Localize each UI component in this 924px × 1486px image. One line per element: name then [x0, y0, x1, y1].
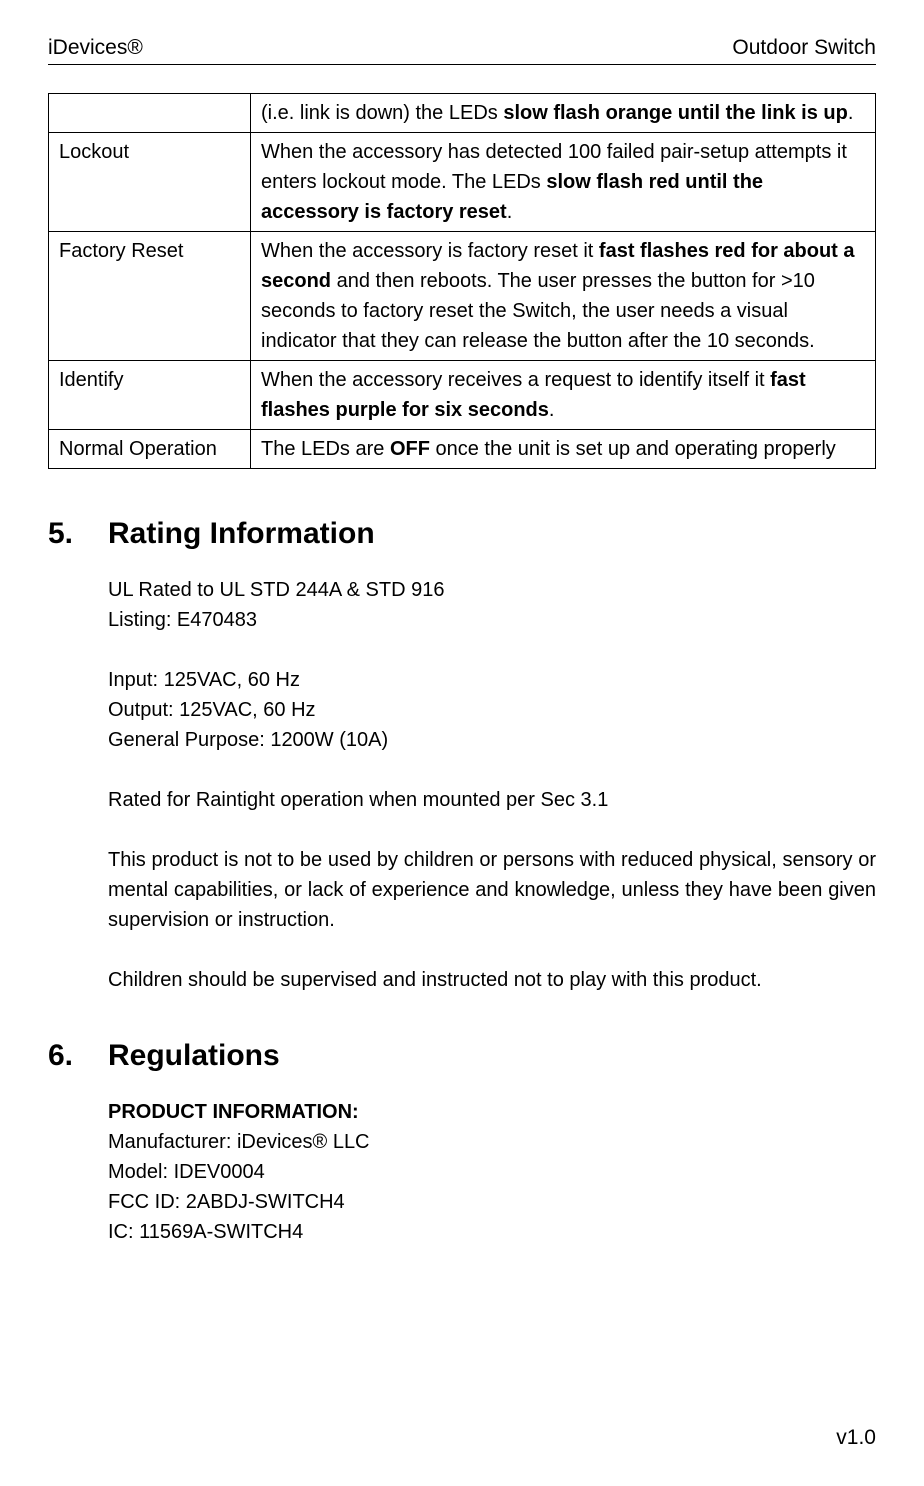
spec-line: Listing: E470483 [108, 605, 876, 635]
children-warning-paragraph: Children should be supervised and instru… [108, 965, 876, 995]
table-row-label: Lockout [49, 133, 251, 232]
led-behavior-table: (i.e. link is down) the LEDs slow flash … [48, 93, 876, 469]
product-info-subhead: PRODUCT INFORMATION: [108, 1097, 876, 1127]
electrical-specs-block: Input: 125VAC, 60 HzOutput: 125VAC, 60 H… [108, 665, 876, 755]
product-info-lines: Manufacturer: iDevices® LLCModel: IDEV00… [108, 1127, 876, 1247]
table-row: Factory ResetWhen the accessory is facto… [49, 232, 876, 361]
spec-line: Output: 125VAC, 60 Hz [108, 695, 876, 725]
section-6-number: 6. [48, 1039, 108, 1073]
section-regulations: 6. Regulations PRODUCT INFORMATION: Manu… [48, 1039, 876, 1247]
header-right: Outdoor Switch [732, 36, 876, 60]
raintight-line: Rated for Raintight operation when mount… [108, 785, 876, 815]
safety-warning-paragraph: This product is not to be used by childr… [108, 845, 876, 935]
product-info-line: Manufacturer: iDevices® LLC [108, 1127, 876, 1157]
section-rating-information: 5. Rating Information UL Rated to UL STD… [48, 517, 876, 995]
ul-rating-block: UL Rated to UL STD 244A & STD 916Listing… [108, 575, 876, 635]
section-5-title: 5. Rating Information [48, 517, 876, 551]
table-row: LockoutWhen the accessory has detected 1… [49, 133, 876, 232]
table-row-description: When the accessory has detected 100 fail… [251, 133, 876, 232]
table-row: Normal OperationThe LEDs are OFF once th… [49, 430, 876, 469]
product-info-line: Model: IDEV0004 [108, 1157, 876, 1187]
table-row-description: (i.e. link is down) the LEDs slow flash … [251, 94, 876, 133]
table-row: (i.e. link is down) the LEDs slow flash … [49, 94, 876, 133]
section-5-number: 5. [48, 517, 108, 551]
section-5-body: UL Rated to UL STD 244A & STD 916Listing… [48, 575, 876, 995]
page-footer-version: v1.0 [836, 1426, 876, 1450]
product-info-block: PRODUCT INFORMATION: Manufacturer: iDevi… [108, 1097, 876, 1247]
table-row-description: When the accessory is factory reset it f… [251, 232, 876, 361]
table-row-description: The LEDs are OFF once the unit is set up… [251, 430, 876, 469]
table-row-label: Factory Reset [49, 232, 251, 361]
header-left: iDevices® [48, 36, 143, 60]
spec-line: General Purpose: 1200W (10A) [108, 725, 876, 755]
page-header: iDevices® Outdoor Switch [48, 36, 876, 65]
spec-line: Input: 125VAC, 60 Hz [108, 665, 876, 695]
table-row: IdentifyWhen the accessory receives a re… [49, 361, 876, 430]
product-info-line: FCC ID: 2ABDJ-SWITCH4 [108, 1187, 876, 1217]
section-6-heading: Regulations [108, 1039, 280, 1073]
section-6-body: PRODUCT INFORMATION: Manufacturer: iDevi… [48, 1097, 876, 1247]
table-row-label: Identify [49, 361, 251, 430]
section-5-heading: Rating Information [108, 517, 375, 551]
spec-line: UL Rated to UL STD 244A & STD 916 [108, 575, 876, 605]
section-6-title: 6. Regulations [48, 1039, 876, 1073]
table-row-description: When the accessory receives a request to… [251, 361, 876, 430]
table-row-label [49, 94, 251, 133]
table-row-label: Normal Operation [49, 430, 251, 469]
product-info-line: IC: 11569A-SWITCH4 [108, 1217, 876, 1247]
